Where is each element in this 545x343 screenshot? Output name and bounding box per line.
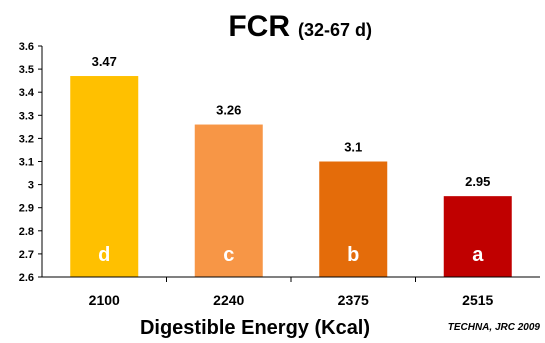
significance-letter: b	[347, 244, 359, 266]
y-tick-label: 2.6	[19, 272, 34, 284]
bar-2100	[70, 76, 139, 277]
source-note: TECHNA, JRC 2009	[448, 322, 541, 333]
bar-2240	[194, 124, 263, 277]
chart-title: FCR	[228, 10, 290, 43]
value-label: 3.1	[344, 140, 362, 155]
y-tick-label: 2.9	[19, 203, 34, 215]
y-tick-label: 3.1	[19, 157, 34, 169]
value-label: 3.47	[92, 54, 117, 69]
x-axis-label: Digestible Energy (Kcal)	[140, 317, 370, 339]
y-tick-label: 3.3	[19, 110, 34, 122]
y-tick-label: 3.2	[19, 133, 34, 145]
x-tick-label: 2515	[462, 292, 493, 308]
x-tick-label: 2375	[338, 292, 369, 308]
y-tick-label: 3.4	[19, 87, 35, 99]
bars-group: 3.47 d 3.26 c 3.1 b 2.95 a	[70, 54, 512, 277]
bar-2375	[319, 161, 388, 277]
y-tick-label: 3	[28, 180, 34, 192]
y-tick-label: 2.7	[19, 249, 34, 261]
value-label: 2.95	[465, 174, 490, 189]
significance-letter: d	[98, 244, 110, 266]
significance-letter: c	[223, 244, 234, 266]
y-tick-label: 2.8	[19, 226, 34, 238]
x-tick-label: 2100	[89, 292, 120, 308]
value-label: 3.26	[216, 103, 241, 118]
bar-2515	[443, 196, 512, 277]
y-tick-label: 3.6	[19, 41, 34, 53]
x-axis-ticks: 2100 2240 2375 2515	[89, 277, 494, 308]
y-tick-label: 3.5	[19, 64, 34, 76]
chart-subtitle: (32-67 d)	[298, 20, 372, 40]
significance-letter: a	[472, 244, 484, 266]
y-axis-ticks: 2.6 2.7 2.8 2.9 3 3.1 3.2 3.3 3.4 3.5 3.6	[19, 41, 42, 284]
x-tick-label: 2240	[213, 292, 244, 308]
